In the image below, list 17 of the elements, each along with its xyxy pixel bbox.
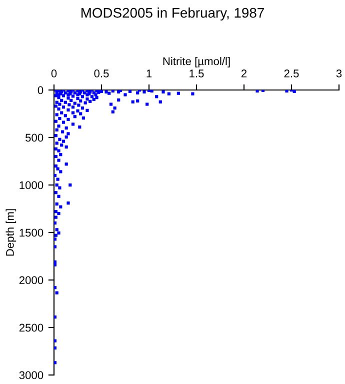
y-tick-label: 1000 [20, 181, 44, 190]
y-tick-label: 3000 [19, 371, 44, 380]
y-tick-label: 1500 [20, 228, 44, 237]
x-axis-title: Nitrite [µmol/l] [163, 57, 230, 68]
y-tick-label: 2500 [19, 324, 44, 332]
chart-title: MODS2005 in February, 1987 [82, 8, 264, 20]
x-tick-label: 1 [146, 70, 152, 78]
x-tick-label: 2 [241, 70, 247, 78]
x-tick-label: 0 [51, 70, 57, 78]
y-tick-label: 2000 [19, 276, 44, 284]
y-tick-label: 0 [38, 86, 44, 94]
x-tick-label: 2.5 [284, 70, 299, 78]
y-axis-title: Depth [m] [6, 209, 16, 256]
y-tick-label: 500 [25, 134, 44, 142]
x-tick-label: 0.5 [94, 70, 109, 78]
x-tick-label: 3 [336, 70, 342, 78]
x-tick-label: 1.5 [190, 70, 204, 78]
